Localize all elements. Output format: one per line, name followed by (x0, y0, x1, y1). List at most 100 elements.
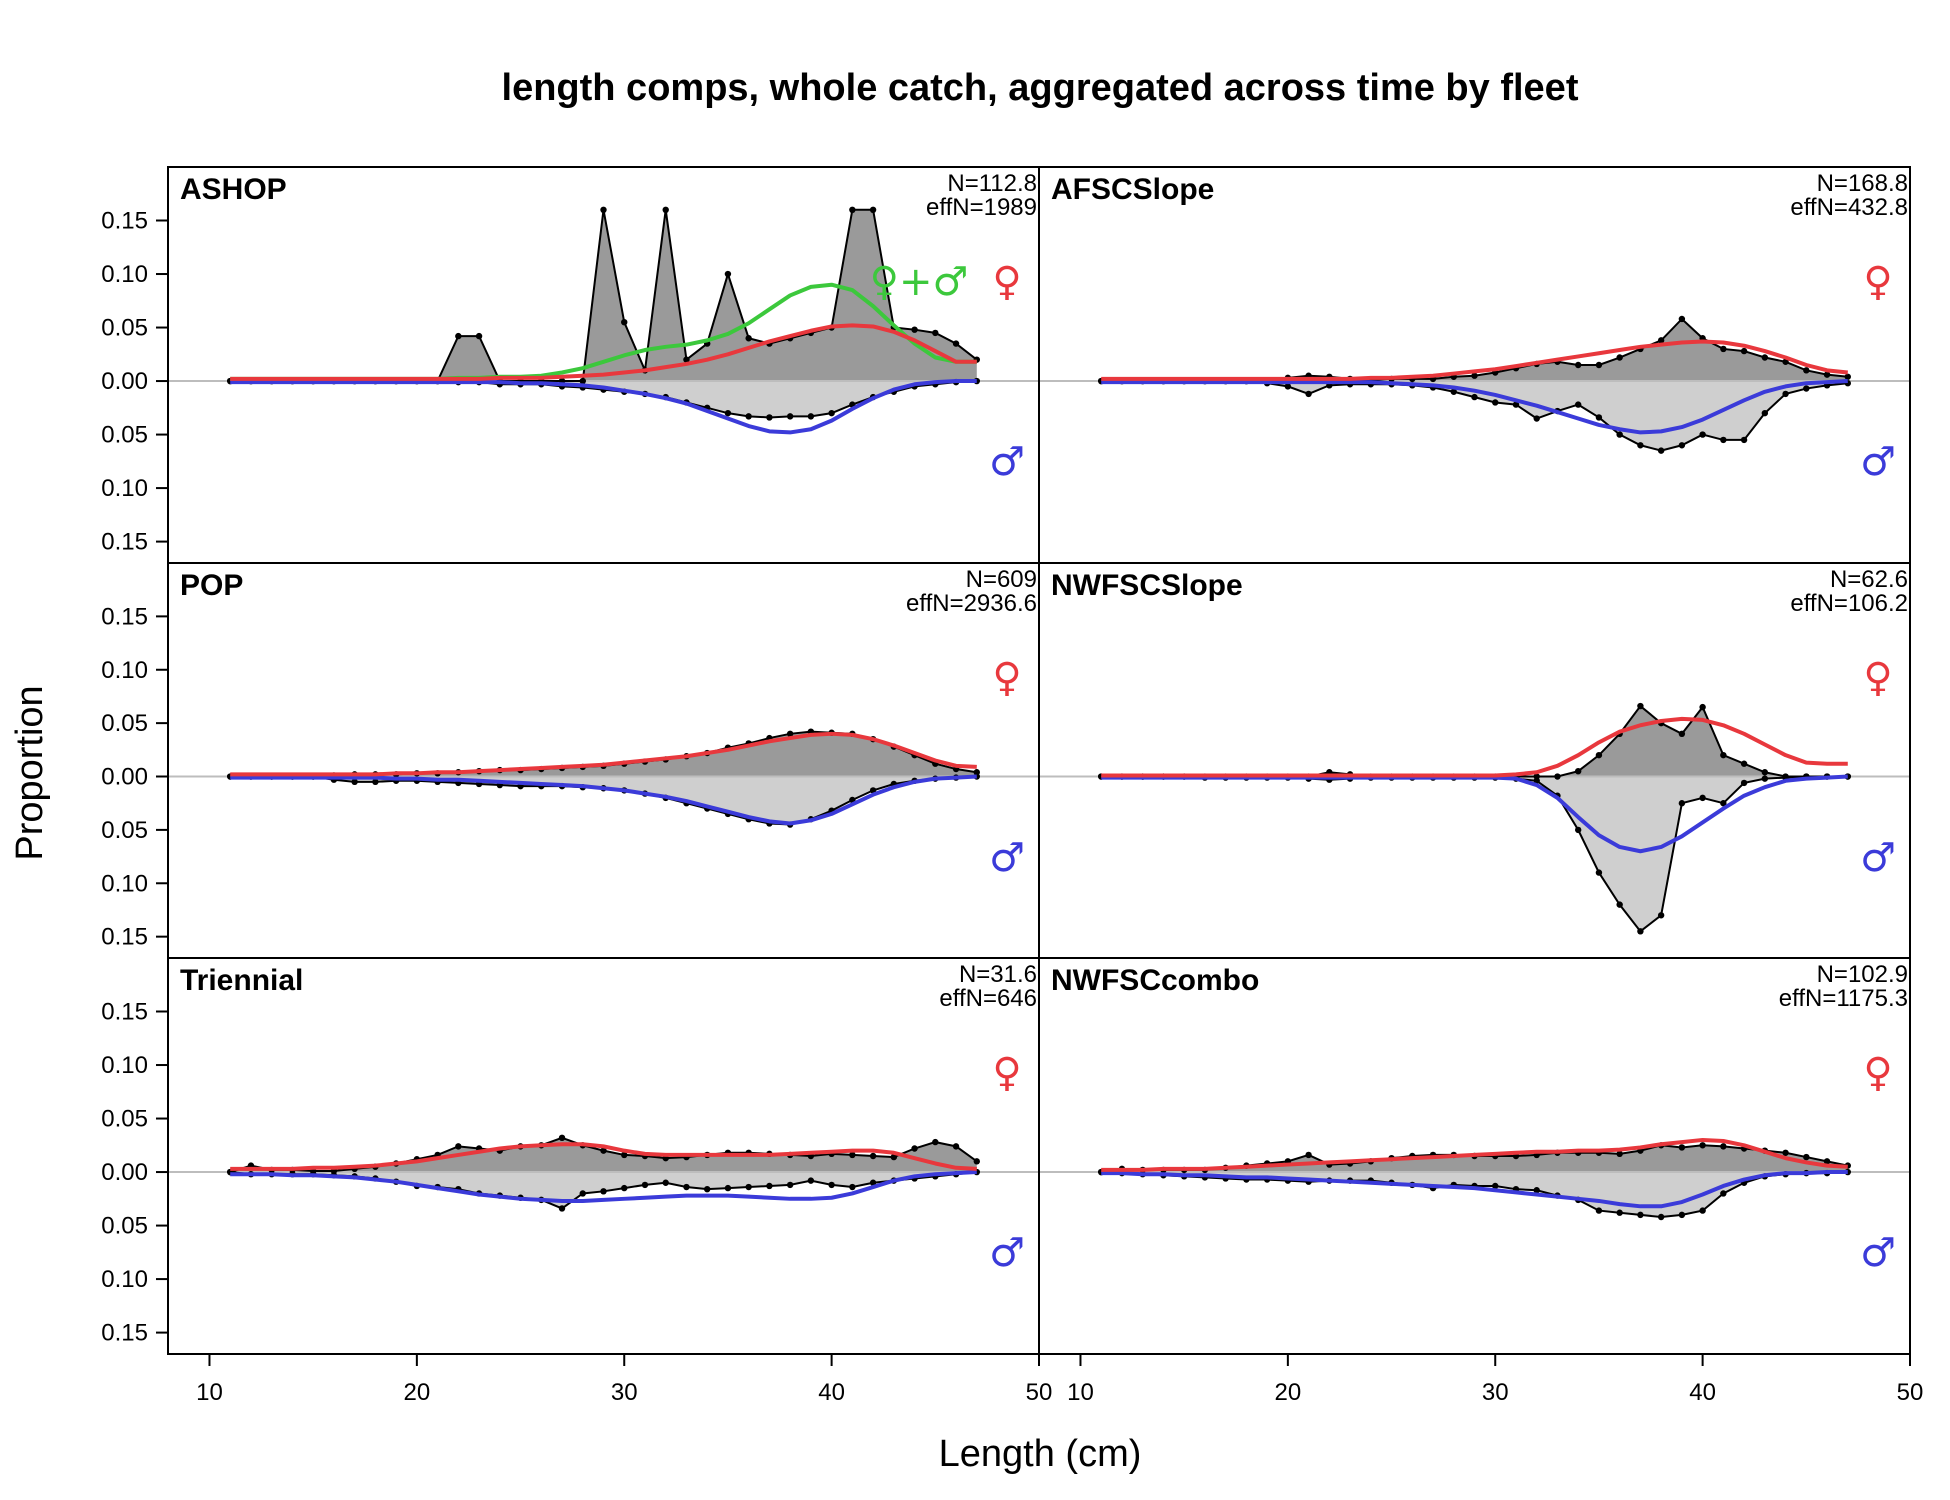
female-observed-point (1720, 345, 1727, 353)
male-observed-area (1101, 776, 1848, 932)
male-observed-point (1616, 901, 1623, 908)
male-observed-point (1637, 928, 1644, 935)
male-observed-point (1678, 800, 1686, 807)
y-tick-label: 0.05 (101, 817, 148, 844)
female-observed-point (455, 332, 462, 340)
male-observed-point (745, 413, 752, 420)
male-observed-point (1637, 1211, 1644, 1219)
female-observed-point (475, 332, 483, 340)
male-observed-point (786, 413, 794, 420)
x-tick-label: 30 (611, 1379, 638, 1406)
y-axis-title: Proportion (9, 685, 51, 860)
y-tick-label: 0.10 (101, 261, 148, 288)
male-observed-point (724, 409, 732, 417)
male-observed-point (1574, 401, 1582, 408)
y-tick-label: 0.10 (101, 657, 148, 684)
male-observed-point (372, 778, 379, 786)
female-observed-point (849, 206, 856, 214)
female-observed-point (1699, 703, 1706, 711)
y-tick-label: 0.10 (101, 1266, 148, 1293)
x-tick-label: 10 (196, 1379, 223, 1406)
female-observed-point (869, 1152, 877, 1160)
female-observed-point (1761, 354, 1769, 361)
male-observed-point (766, 414, 773, 421)
female-observed-point (1823, 371, 1831, 378)
female-observed-point (621, 318, 628, 326)
male-observed-point (1450, 388, 1457, 395)
male-observed-point (1533, 415, 1540, 422)
female-observed-area (230, 209, 977, 382)
male-observed-point (1699, 794, 1706, 802)
y-tick-label: 0.05 (101, 315, 148, 342)
male-observed-point (1761, 775, 1769, 782)
y-tick-label: 0.15 (101, 924, 148, 951)
female-observed-point (1554, 773, 1561, 780)
male-symbol-icon: ♂ (989, 835, 1025, 881)
y-tick-label: 0.10 (101, 1052, 148, 1079)
female-symbol-icon: ♀ (992, 1050, 1021, 1096)
female-observed-point (1471, 372, 1478, 379)
female-observed-point (1678, 1144, 1686, 1151)
female-observed-point (786, 730, 794, 738)
male-observed-point (1740, 779, 1748, 787)
female-observed-point (1678, 730, 1686, 738)
y-tick-label: 0.00 (101, 368, 148, 395)
y-tick-label: 0.05 (101, 1213, 148, 1240)
panel-effn-label: effN=1175.3 (1779, 985, 1908, 1012)
female-observed-point (1305, 1151, 1312, 1159)
female-fit-line (230, 731, 977, 777)
female-observed-area (230, 1137, 977, 1173)
female-observed-area (1101, 318, 1848, 382)
male-observed-point (1720, 800, 1727, 807)
male-observed-point (1284, 383, 1292, 390)
male-observed-point (1305, 390, 1312, 398)
male-observed-point (662, 1179, 669, 1186)
male-observed-point (1678, 442, 1686, 449)
x-tick-label: 10 (1067, 1379, 1094, 1406)
male-observed-point (807, 1177, 815, 1184)
panel-effn-label: effN=106.2 (1790, 590, 1908, 617)
x-tick-label: 50 (1026, 1379, 1053, 1406)
female-observed-point (1740, 347, 1748, 355)
female-observed-point (1803, 1153, 1810, 1161)
panel-n-label: N=112.8 (947, 170, 1037, 197)
female-observed-point (890, 1153, 898, 1161)
female-observed-point (952, 1143, 960, 1150)
male-observed-point (1512, 401, 1520, 408)
male-observed-point (807, 413, 815, 420)
male-observed-point (849, 1183, 856, 1191)
female-fit-line (230, 323, 977, 381)
female-observed-point (1595, 361, 1603, 369)
male-observed-point (579, 1190, 586, 1197)
panel-n-label: N=168.8 (1817, 170, 1908, 197)
female-observed-point (600, 206, 607, 214)
female-observed-point (600, 1147, 607, 1154)
male-observed-point (703, 1185, 711, 1193)
male-observed-point (351, 778, 358, 786)
y-tick-label: 0.00 (101, 1159, 148, 1186)
male-observed-area (230, 776, 977, 825)
male-observed-point (1616, 1209, 1623, 1216)
male-observed-point (1533, 777, 1540, 784)
male-observed-point (1720, 1190, 1727, 1197)
female-observed-point (911, 1145, 918, 1152)
male-observed-point (745, 1183, 752, 1191)
male-observed-point (724, 1184, 732, 1192)
panel-n-label: N=62.6 (1830, 566, 1908, 593)
male-fit-line (230, 1170, 977, 1203)
female-observed-point (869, 206, 877, 214)
male-symbol-icon: ♂ (989, 439, 1025, 485)
panel-fleet-label: NWFSCSlope (1051, 569, 1243, 602)
female-observed-area (1101, 706, 1848, 777)
female-observed-point (973, 1158, 980, 1165)
female-symbol-icon: ♀ (992, 655, 1021, 701)
female-observed-point (1740, 760, 1748, 767)
y-tick-label: 0.15 (101, 999, 148, 1026)
panel-border (1038, 562, 1911, 959)
female-observed-point (849, 1151, 856, 1159)
